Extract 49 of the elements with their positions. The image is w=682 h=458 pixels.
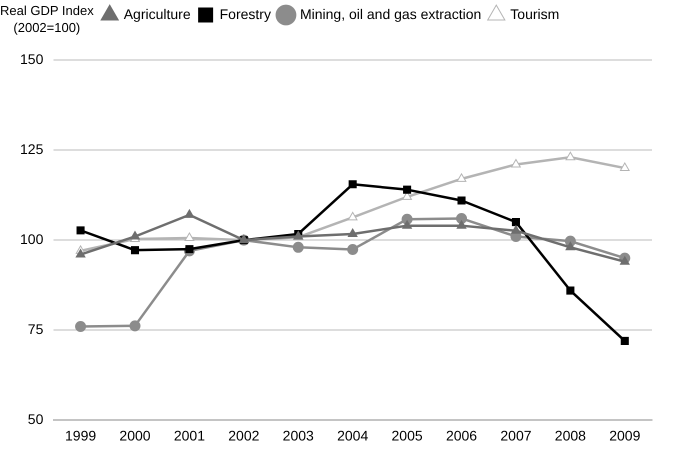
x-tick-label: 2006	[446, 427, 478, 444]
y-tick-label: 150	[20, 50, 44, 67]
point	[512, 218, 520, 226]
point	[75, 321, 86, 332]
y-tick-label: 50	[28, 411, 44, 428]
legend-label: Forestry	[220, 6, 271, 22]
point	[185, 245, 194, 254]
point	[456, 173, 466, 182]
x-tick-label: 2009	[609, 427, 641, 444]
point	[348, 180, 357, 188]
point	[184, 232, 194, 241]
point	[348, 212, 358, 220]
point	[76, 226, 85, 234]
point	[457, 196, 466, 205]
point	[566, 152, 576, 160]
x-tick-label: 2002	[228, 427, 260, 444]
point	[347, 244, 358, 255]
x-tick-label: 2004	[337, 427, 368, 444]
point	[620, 336, 629, 345]
point	[620, 256, 630, 265]
y-axis-title: Real GDP Index (2002=100)	[0, 2, 94, 36]
y-tick-label: 125	[20, 140, 44, 157]
legend-label: Agriculture	[124, 6, 191, 22]
point	[511, 158, 521, 168]
point	[129, 320, 140, 332]
x-tick-label: 1999	[64, 427, 96, 444]
point	[402, 220, 412, 229]
point	[348, 228, 358, 237]
point	[566, 286, 574, 295]
point	[184, 209, 194, 218]
point	[403, 186, 412, 194]
point	[620, 162, 630, 172]
legend-label: Tourism	[510, 6, 560, 22]
x-tick-label: 2003	[282, 427, 314, 444]
point	[292, 242, 304, 253]
point	[566, 242, 576, 250]
point	[130, 231, 140, 240]
point	[456, 220, 466, 229]
point	[130, 246, 140, 254]
x-tick-label: 2007	[500, 427, 532, 444]
x-tick-label: 2001	[174, 427, 206, 444]
y-tick-label: 100	[20, 230, 44, 247]
x-tick-label: 2008	[554, 427, 586, 444]
x-tick-label: 2005	[392, 427, 423, 444]
point	[511, 225, 521, 234]
x-tick-label: 2000	[119, 427, 151, 444]
point	[76, 249, 86, 258]
y-tick-label: 75	[28, 321, 44, 338]
legend-label: Mining, oil and gas extraction	[300, 6, 482, 22]
